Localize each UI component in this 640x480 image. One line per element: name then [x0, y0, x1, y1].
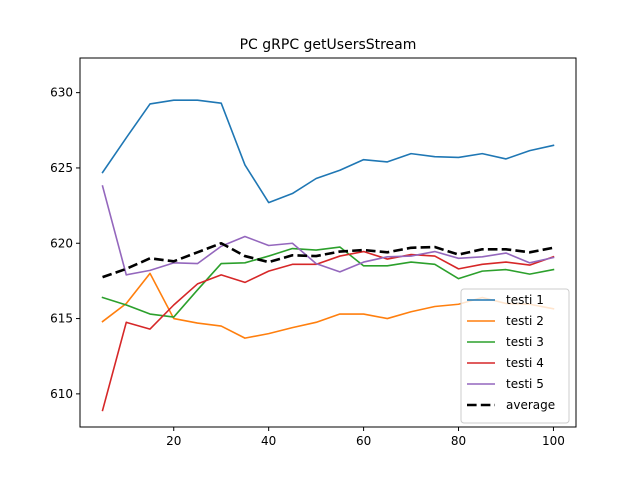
series-line-testi-3 — [101, 246, 555, 318]
legend: testi 1 testi 2 testi 3 testi 4 testi 5 avera… — [460, 288, 570, 424]
legend-label: testi 4 — [506, 356, 544, 370]
y-tick-label: 625 — [50, 161, 73, 175]
legend-box — [460, 288, 570, 424]
legend-label: testi 1 — [506, 293, 544, 307]
y-tick-label: 620 — [50, 236, 73, 250]
x-tick-label: 100 — [542, 434, 565, 448]
x-tick-label: 20 — [166, 434, 181, 448]
chart-title: PC gRPC getUsersStream — [240, 37, 417, 53]
series-layer — [101, 99, 555, 412]
series-line-testi-5 — [101, 185, 555, 276]
legend-label: average — [506, 398, 555, 412]
y-tick-label: 610 — [50, 387, 73, 401]
series-line-testi-4 — [101, 250, 555, 412]
legend-label: testi 5 — [506, 377, 544, 391]
series-line-average — [102, 241, 554, 279]
series-line-testi-1 — [101, 99, 555, 204]
y-tick-label: 615 — [50, 312, 73, 326]
axes-layer: 20 40 60 80 100 610 615 620 625 630 — [50, 57, 577, 448]
legend-label: testi 2 — [506, 314, 544, 328]
x-tick-label: 40 — [261, 434, 276, 448]
x-tick-label: 60 — [356, 434, 371, 448]
x-tick-label: 80 — [451, 434, 466, 448]
legend-label: testi 3 — [506, 335, 544, 349]
y-tick-label: 630 — [50, 86, 73, 100]
plot-frame — [79, 57, 577, 428]
